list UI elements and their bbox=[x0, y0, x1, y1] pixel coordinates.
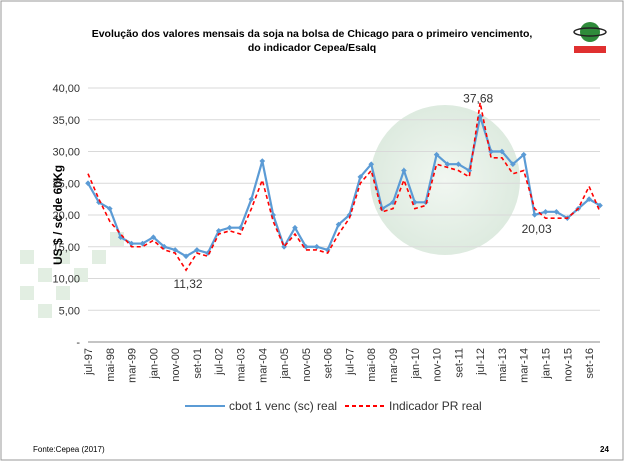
x-tick-label: jan-10 bbox=[410, 348, 422, 380]
y-tick-label: - bbox=[76, 337, 80, 349]
point-marker bbox=[455, 161, 462, 168]
x-tick-label: nov-05 bbox=[301, 348, 313, 382]
x-tick-label: nov-15 bbox=[562, 348, 574, 382]
x-tick-label: mai-03 bbox=[236, 348, 248, 382]
source: Fonte:Cepea (2017) bbox=[33, 445, 105, 454]
point-marker bbox=[357, 174, 364, 180]
x-tick-label: jul-02 bbox=[214, 348, 226, 376]
chart-subtitle: do indicador Cepea/Esalq bbox=[248, 42, 376, 54]
x-tick-label: jul-12 bbox=[475, 348, 487, 376]
point-marker bbox=[313, 243, 320, 250]
x-tick-label: jan-00 bbox=[148, 348, 160, 380]
point-marker bbox=[586, 196, 592, 202]
point-marker bbox=[248, 196, 255, 202]
point-marker bbox=[346, 212, 353, 218]
y-tick-label: 40,00 bbox=[52, 83, 80, 95]
point-marker bbox=[335, 221, 342, 228]
x-tick-label: jul-97 bbox=[83, 348, 95, 376]
x-tick-label: mar-99 bbox=[127, 348, 139, 383]
point-marker bbox=[368, 161, 375, 168]
y-axis-label: US $ / sc de 60Kg bbox=[51, 165, 65, 265]
series-line bbox=[87, 102, 601, 272]
point-marker bbox=[215, 228, 222, 234]
y-tick-label: 10,00 bbox=[52, 274, 80, 286]
x-tick-label: mar-14 bbox=[519, 348, 531, 383]
point-marker bbox=[444, 161, 451, 168]
x-tick-label: jan-05 bbox=[279, 348, 291, 380]
y-tick-label: 25,00 bbox=[52, 178, 80, 190]
x-tick-label: mai-98 bbox=[105, 348, 117, 382]
chart-title: Evolução dos valores mensais da soja na … bbox=[92, 28, 533, 40]
point-marker bbox=[150, 234, 157, 241]
point-marker bbox=[85, 180, 91, 187]
x-tick-label: mai-13 bbox=[497, 348, 509, 382]
point-marker bbox=[172, 247, 178, 253]
point-marker bbox=[531, 211, 538, 218]
y-tick-label: 5,00 bbox=[59, 305, 80, 317]
background-globe bbox=[370, 105, 520, 255]
point-marker bbox=[401, 167, 407, 174]
point-marker bbox=[477, 113, 483, 120]
x-tick-label: mar-09 bbox=[388, 348, 400, 383]
y-tick-label: 30,00 bbox=[52, 147, 80, 159]
x-tick-label: mai-08 bbox=[366, 348, 378, 382]
x-tick-label: set-01 bbox=[192, 348, 204, 379]
x-tick-label: nov-00 bbox=[170, 348, 182, 382]
data-label: 11,32 bbox=[173, 277, 202, 291]
point-marker bbox=[183, 253, 189, 260]
x-tick-label: set-11 bbox=[453, 348, 465, 378]
point-marker bbox=[139, 240, 146, 247]
data-label: 20,03 bbox=[522, 222, 552, 236]
x-tick-label: mar-04 bbox=[257, 348, 269, 383]
point-marker bbox=[226, 224, 233, 231]
x-tick-label: nov-10 bbox=[432, 348, 444, 382]
point-marker bbox=[510, 161, 516, 168]
x-tick-label: jan-15 bbox=[541, 348, 553, 380]
point-marker bbox=[553, 208, 560, 215]
y-tick-label: 15,00 bbox=[52, 242, 80, 254]
point-marker bbox=[542, 208, 549, 215]
page-number: 24 bbox=[600, 445, 609, 454]
point-marker bbox=[194, 247, 200, 253]
point-marker bbox=[303, 243, 309, 250]
point-marker bbox=[520, 151, 527, 158]
point-marker bbox=[292, 224, 298, 231]
legend-label: Indicador PR real bbox=[389, 399, 482, 413]
y-tick-label: 20,00 bbox=[52, 210, 80, 222]
point-marker bbox=[106, 205, 113, 212]
point-marker bbox=[259, 158, 266, 164]
data-label: 37,68 bbox=[463, 92, 493, 106]
logo bbox=[573, 22, 607, 53]
point-marker bbox=[499, 148, 505, 155]
point-marker bbox=[433, 151, 440, 158]
legend-label: cbot 1 venc (sc) real bbox=[229, 399, 337, 413]
x-tick-label: set-06 bbox=[323, 348, 335, 379]
background-squares bbox=[20, 232, 124, 318]
y-tick-label: 35,00 bbox=[52, 115, 80, 127]
x-tick-label: jul-07 bbox=[344, 348, 356, 376]
point-marker bbox=[128, 240, 135, 247]
x-tick-label: set-16 bbox=[584, 348, 596, 379]
